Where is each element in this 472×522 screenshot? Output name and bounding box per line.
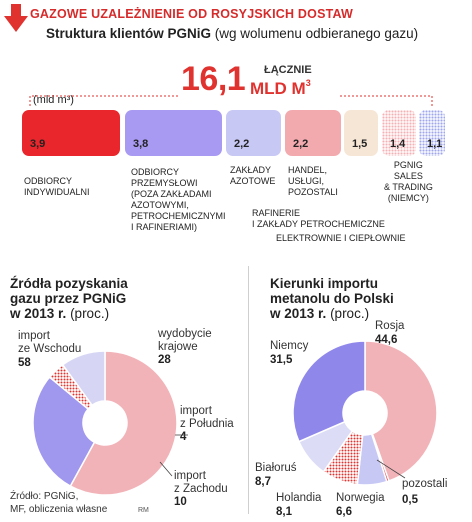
bar-label-4: RAFINERIE I ZAKŁADY PETROCHEMICZNE xyxy=(252,208,385,229)
pie2-value-2: 6,6 xyxy=(336,506,352,518)
pie2-donut xyxy=(292,340,438,486)
pie2-label-3: Holandia xyxy=(276,492,322,504)
subtitle-normal: (wg wolumenu odbieranego gazu) xyxy=(214,26,419,41)
bar-label-1: ODBIORCY PRZEMYSŁOWI (POZA ZAKŁADAMI AZO… xyxy=(131,167,226,232)
pie2-value-0: 44,6 xyxy=(375,334,398,346)
bar-label-2: ZAKŁADY AZOTOWE xyxy=(230,165,276,186)
total-label-top: ŁĄCZNIE xyxy=(264,64,312,76)
source-note: Źródło: PGNiG, MF, obliczenia własne xyxy=(10,491,108,515)
column-divider xyxy=(248,266,249,514)
unit-label: (mld m³) xyxy=(33,94,74,106)
pie2-label-1: pozostali xyxy=(402,478,448,490)
bar-segment-5 xyxy=(382,110,416,156)
total-value: 16,1 xyxy=(181,60,246,98)
subtitle-bold: Struktura klientów PGNiG xyxy=(46,26,212,41)
pie2-value-1: 0,5 xyxy=(402,494,418,506)
kicker-headline: GAZOWE UZALEŻNIENIE OD ROSYJSKICH DOSTAW xyxy=(30,7,354,21)
pie1-value-0: 58 xyxy=(18,357,31,369)
pie2-label-0: Rosja xyxy=(375,320,405,332)
bar-label-3: HANDEL, USŁUGI, POZOSTALI xyxy=(288,165,338,197)
bar-label-5: PGNIG SALES & TRADING (NIEMCY) xyxy=(384,160,433,203)
bar-segment-1 xyxy=(125,110,222,156)
pie2-label-5: Niemcy xyxy=(270,340,309,352)
bar-value-3: 2,2 xyxy=(293,138,309,150)
bar-value-6: 1,1 xyxy=(427,138,443,150)
pie1-slice-1 xyxy=(32,376,96,488)
pie1-title: Źródła pozyskania gazu przez PGNiG w 201… xyxy=(10,276,128,321)
pie1-label-1: wydobycie krajowe xyxy=(158,328,212,353)
bar-value-1: 3,8 xyxy=(133,138,149,150)
pie2-value-5: 31,5 xyxy=(270,354,293,366)
bar-segment-4 xyxy=(344,110,378,156)
total-bracket xyxy=(29,95,433,106)
bar-segment-6 xyxy=(419,110,445,156)
pie1-label-2: import z Południa xyxy=(180,405,234,430)
pie2-value-4: 8,7 xyxy=(255,476,271,488)
bar-value-4: 1,5 xyxy=(352,138,368,150)
pie1-value-2: 4 xyxy=(180,431,187,443)
down-arrow-icon xyxy=(4,4,28,32)
pie1-value-1: 28 xyxy=(158,354,171,366)
bar-value-5: 1,4 xyxy=(390,138,406,150)
bar-value-2: 2,2 xyxy=(234,138,250,150)
pie1-label-0: import ze Wschodu xyxy=(18,330,82,355)
pie1-donut xyxy=(32,350,178,496)
bar-segment-0 xyxy=(22,110,120,156)
pie1-value-3: 10 xyxy=(174,496,187,508)
pie2-slice-0 xyxy=(364,340,438,482)
chart-subtitle: Struktura klientów PGNiG (wg wolumenu od… xyxy=(46,26,418,41)
pie2-label-2: Norwegia xyxy=(336,492,385,504)
bar-label-0: ODBIORCY INDYWIDUALNI xyxy=(24,176,90,197)
bar-segment-2 xyxy=(226,110,281,156)
pie2-value-3: 8,1 xyxy=(276,506,292,518)
bar-value-0: 3,9 xyxy=(30,138,46,150)
author-credit: RM xyxy=(138,507,149,514)
pie2-title: Kierunki importu metanolu do Polski w 20… xyxy=(270,276,394,321)
pie1-slice-0 xyxy=(69,350,178,496)
pie2-slice-5 xyxy=(292,340,366,443)
pie2-label-4: Białoruś xyxy=(255,462,297,474)
pie1-slice-3 xyxy=(61,350,106,407)
total-label-bottom: MLD M3 xyxy=(250,78,311,98)
bar-label-6: ELEKTROWNIE I CIEPŁOWNIE xyxy=(276,233,406,243)
bar-segment-3 xyxy=(285,110,341,156)
pie1-label-3: import z Zachodu xyxy=(174,470,228,495)
